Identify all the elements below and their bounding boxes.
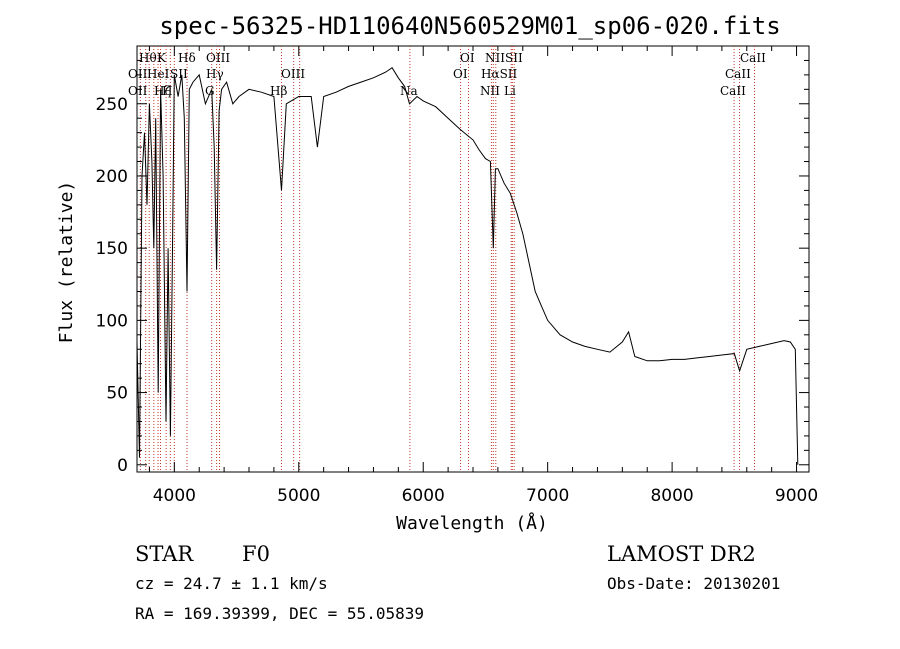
- x-tick-label: 4000: [153, 486, 196, 506]
- line-label: NII: [480, 84, 500, 98]
- line-label: Na: [400, 84, 418, 98]
- line-labels: Hθ K Hδ OIII OI NIISII CaII OII HeI SII …: [128, 51, 766, 98]
- chart-title: spec-56325-HD110640N560529M01_sp06-020.f…: [159, 12, 780, 40]
- line-label: Hβ: [270, 84, 287, 98]
- survey-name: LAMOST DR2: [607, 542, 756, 566]
- object-subclass: F0: [242, 542, 270, 566]
- line-label: Hγ: [206, 67, 224, 81]
- y-tick-label: 50: [106, 384, 128, 404]
- line-label: HeI: [147, 67, 170, 81]
- line-label: Hζ: [154, 84, 171, 98]
- redshift-text: cz = 24.7 ± 1.1 km/s: [135, 574, 328, 593]
- y-tick-label: 150: [96, 239, 128, 259]
- line-label: OI: [460, 51, 475, 65]
- x-axis-label: Wavelength (Å): [396, 512, 548, 534]
- plot-frame: [136, 45, 810, 473]
- y-tick-label: 0: [117, 456, 128, 476]
- line-label: CaII: [725, 67, 751, 81]
- line-label: NIISII: [485, 51, 523, 65]
- axis-ticks: [137, 46, 809, 472]
- y-tick-label: 100: [96, 311, 128, 331]
- line-label: H: [162, 84, 172, 98]
- line-label: OII: [128, 84, 148, 98]
- y-axis-label: Flux (relative): [56, 181, 77, 344]
- line-label: Hθ: [139, 51, 157, 65]
- line-label: G: [205, 84, 215, 98]
- x-tick-label: 6000: [402, 486, 445, 506]
- line-label: CaII: [740, 51, 766, 65]
- line-markers: [139, 46, 755, 472]
- y-tick-label: 200: [96, 167, 128, 187]
- line-label: SII: [170, 67, 188, 81]
- y-tick-labels: 0 50 100 150 200 250: [96, 95, 128, 476]
- line-label: CaII: [720, 84, 746, 98]
- x-tick-labels: 4000 5000 6000 7000 8000 9000: [153, 486, 818, 506]
- line-label: HαSII: [481, 67, 518, 81]
- line-label: Li: [504, 84, 516, 98]
- object-class: STAR: [135, 542, 194, 566]
- x-tick-label: 9000: [775, 486, 818, 506]
- spectrum-line: [136, 66, 799, 465]
- line-label: Hδ: [178, 51, 196, 65]
- coordinates-text: RA = 169.39399, DEC = 55.05839: [135, 604, 424, 623]
- x-tick-label: 5000: [277, 486, 320, 506]
- line-label: OII: [128, 67, 148, 81]
- line-label: OIII: [281, 67, 305, 81]
- y-tick-label: 250: [96, 95, 128, 115]
- line-label: OI: [453, 67, 468, 81]
- x-tick-label: 7000: [526, 486, 569, 506]
- line-label: K: [157, 51, 167, 65]
- line-label: OIII: [206, 51, 230, 65]
- obs-date: Obs-Date: 20130201: [607, 574, 780, 593]
- x-tick-label: 8000: [650, 486, 693, 506]
